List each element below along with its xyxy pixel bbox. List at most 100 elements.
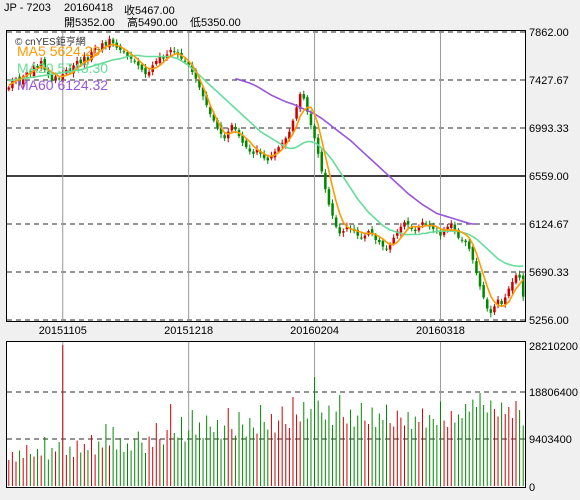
ma60-line (235, 77, 477, 225)
candle-body (410, 226, 413, 229)
candle-body (43, 58, 47, 70)
candle-body (374, 234, 377, 240)
candle-body (324, 172, 327, 190)
candle-body (169, 49, 172, 53)
candle-body (208, 107, 212, 115)
candle-body (388, 244, 392, 250)
candle-body (338, 227, 342, 234)
candle-body (313, 125, 316, 139)
legend-ma20-name: MA20 (17, 60, 54, 76)
legend-ma5-name: MA5 (17, 43, 46, 59)
header-low: 低5350.00 (190, 17, 241, 29)
candle-body (385, 248, 388, 250)
candle-body (482, 285, 485, 298)
candle-body (270, 155, 273, 159)
volume-tick-label: 28210200 (529, 341, 578, 353)
candle-body (291, 120, 295, 132)
price-panel: © cnYES鉅亨網 MA5 5624.20 MA20 5743.30 MA60… (6, 30, 526, 322)
header-high: 高5490.00 (127, 17, 178, 29)
candle-body (241, 135, 244, 143)
candle-body (392, 237, 395, 244)
candle-body (129, 55, 133, 59)
candle-body (467, 241, 471, 249)
candle-body (442, 231, 446, 235)
candle-body (262, 154, 266, 159)
candle-body (406, 220, 410, 225)
candle-body (205, 94, 208, 106)
candle-body (212, 114, 216, 121)
candle-body (216, 119, 219, 128)
candle-body (500, 300, 503, 305)
date-tick-label: 20160204 (290, 325, 339, 337)
price-tick-label: 6993.33 (529, 123, 569, 135)
header-symbol: JP - 7203 (4, 2, 51, 14)
candle-body (489, 309, 493, 313)
candle-body (201, 87, 205, 97)
candle-body (378, 239, 381, 243)
header-close: 收5467.00 (124, 5, 175, 17)
volume-panel (6, 341, 526, 488)
volume-tick-label: 18806400 (529, 387, 578, 399)
candle-body (147, 72, 151, 76)
candle-body (101, 43, 104, 50)
candle-body (11, 80, 14, 89)
candle-body (446, 226, 449, 230)
volume-tick-label: 9403400 (529, 434, 572, 446)
candle-body (518, 274, 521, 278)
candle-body (342, 231, 345, 233)
candle-body (111, 39, 115, 44)
candle-body (295, 107, 298, 119)
header-open: 開5352.00 (64, 17, 115, 29)
candle-body (93, 47, 97, 51)
candle-body (72, 65, 75, 74)
candle-body (277, 147, 280, 152)
candle-body (57, 78, 61, 80)
candle-body (108, 38, 111, 48)
candle-body (288, 131, 291, 139)
candle-body (414, 229, 417, 232)
price-tick-label: 6124.67 (529, 219, 569, 231)
candle-body (140, 64, 144, 70)
candle-body (155, 60, 158, 65)
legend-ma20-value: 5743.30 (57, 60, 109, 76)
candle-body (464, 240, 467, 243)
candle-body (255, 149, 259, 153)
ma20-line (8, 54, 524, 268)
price-tick-label: 7427.67 (529, 75, 569, 87)
candle-body (439, 231, 442, 236)
volume-tick-label: 0 (529, 482, 535, 494)
candle-body (298, 94, 302, 109)
candle-body (223, 135, 226, 139)
candle-body (320, 151, 324, 172)
date-tick-label: 20151105 (39, 325, 87, 337)
candle-body (421, 222, 424, 225)
candle-body (399, 226, 403, 233)
candle-body (54, 76, 57, 80)
candle-body (453, 224, 457, 232)
candle-body (126, 52, 129, 57)
candle-body (79, 59, 83, 64)
candle-body (478, 273, 482, 287)
candle-body (83, 56, 86, 66)
legend-ma5-value: 5624.20 (49, 43, 101, 59)
candle-body (514, 275, 518, 283)
candle-body (403, 222, 406, 227)
candle-body (97, 49, 100, 51)
candle-body (284, 138, 288, 145)
date-tick-label: 20151218 (164, 325, 213, 337)
candle-body (417, 226, 421, 231)
candle-body (396, 231, 399, 236)
candle-body (363, 235, 367, 239)
candle-body (266, 157, 270, 161)
candle-body (86, 57, 90, 61)
candle-body (234, 127, 237, 130)
header-date: 20160418 (64, 2, 113, 14)
candle-body (137, 61, 140, 66)
candle-body (47, 71, 50, 75)
candle-body (331, 203, 334, 216)
volume-chart (7, 342, 525, 487)
price-tick-label: 6559.00 (529, 171, 569, 183)
candle-body (119, 45, 122, 50)
candle-body (356, 229, 359, 236)
legend-ma60: MA60 6124.32 (17, 77, 108, 93)
